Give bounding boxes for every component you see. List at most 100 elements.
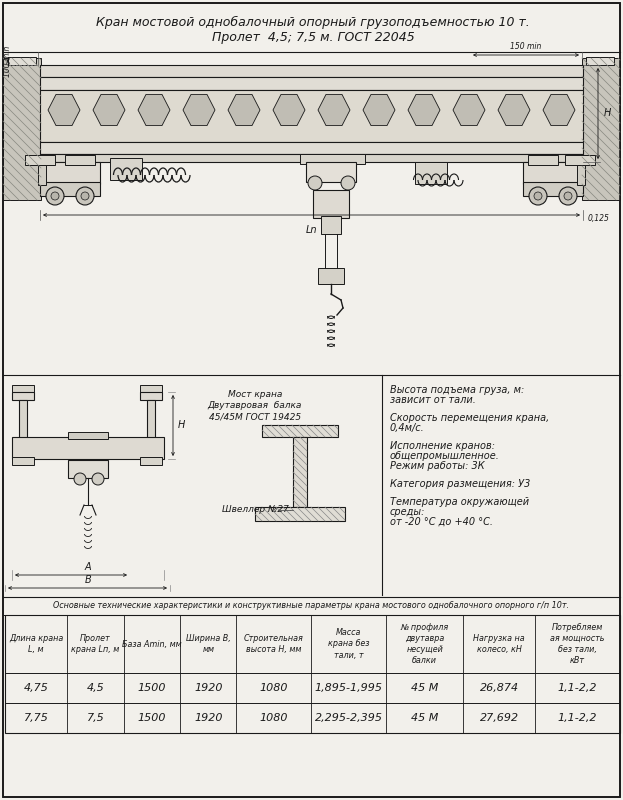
Bar	[318, 268, 344, 284]
Text: 2,295-2,395: 2,295-2,395	[315, 713, 383, 723]
Text: 1,1-2,2: 1,1-2,2	[558, 713, 597, 723]
Text: № профиля
двутавра
несущей
балки: № профиля двутавра несущей балки	[401, 623, 449, 665]
Bar	[40, 90, 583, 142]
Text: 1080: 1080	[259, 683, 288, 693]
Polygon shape	[408, 94, 440, 126]
Text: зависит от тали.: зависит от тали.	[390, 395, 476, 405]
Bar	[40, 77, 583, 90]
Bar	[25, 155, 55, 165]
Text: 0,4м/с.: 0,4м/с.	[390, 423, 425, 433]
Text: среды:: среды:	[390, 507, 426, 517]
Text: Строительная
высота H, мм: Строительная высота H, мм	[244, 634, 303, 654]
Bar	[300, 154, 365, 164]
Bar	[38, 165, 46, 185]
Text: Нагрузка на
колесо, кН: Нагрузка на колесо, кН	[473, 634, 525, 654]
Bar	[293, 437, 307, 507]
Bar	[19, 400, 27, 438]
Bar	[528, 155, 558, 165]
Bar	[313, 190, 349, 218]
Text: 0,125: 0,125	[588, 214, 610, 222]
Bar	[140, 385, 162, 392]
Text: 4,75: 4,75	[24, 683, 49, 693]
Circle shape	[51, 192, 59, 200]
Circle shape	[341, 176, 355, 190]
Text: Температура окружающей: Температура окружающей	[390, 497, 529, 507]
Bar	[415, 162, 447, 184]
Bar	[12, 392, 34, 400]
Bar	[3, 58, 41, 200]
Text: Длина крана
L, м: Длина крана L, м	[9, 634, 64, 654]
Polygon shape	[228, 94, 260, 126]
Text: Основные технические характеристики и конструктивные параметры крана мостового о: Основные технические характеристики и ко…	[53, 602, 569, 610]
Text: Исполнение кранов:: Исполнение кранов:	[390, 441, 495, 451]
Circle shape	[534, 192, 542, 200]
Bar	[586, 57, 614, 65]
Text: 1,895-1,995: 1,895-1,995	[315, 683, 383, 693]
Text: 100 min: 100 min	[3, 46, 12, 77]
Bar	[68, 432, 108, 439]
Bar	[5, 615, 620, 733]
Text: 45 М: 45 М	[411, 683, 439, 693]
Text: A: A	[85, 562, 92, 572]
Text: Высота подъема груза, м:: Высота подъема груза, м:	[390, 385, 524, 395]
Bar	[255, 507, 345, 521]
Text: Пролет
крана Lп, м: Пролет крана Lп, м	[72, 634, 120, 654]
Bar	[306, 162, 356, 182]
Text: Режим работы: 3К: Режим работы: 3К	[390, 461, 485, 471]
Polygon shape	[498, 94, 530, 126]
Bar	[12, 385, 34, 392]
Text: 1,1-2,2: 1,1-2,2	[558, 683, 597, 693]
Text: от -20 °С до +40 °С.: от -20 °С до +40 °С.	[390, 517, 493, 527]
Text: 7,75: 7,75	[24, 713, 49, 723]
Bar	[147, 400, 155, 438]
Polygon shape	[138, 94, 170, 126]
Text: 26,874: 26,874	[480, 683, 518, 693]
Text: 45/45М ГОСТ 19425: 45/45М ГОСТ 19425	[209, 412, 301, 421]
Circle shape	[308, 176, 322, 190]
Text: H: H	[178, 420, 186, 430]
Bar	[40, 65, 583, 77]
Bar	[523, 182, 583, 196]
Text: Двутавровая  балка: Двутавровая балка	[208, 401, 302, 410]
Text: Швеллер №27: Швеллер №27	[222, 506, 288, 514]
Text: Мост крана: Мост крана	[228, 390, 282, 399]
Polygon shape	[48, 94, 80, 126]
Text: 1920: 1920	[194, 713, 222, 723]
Text: B: B	[85, 575, 92, 585]
Text: 27,692: 27,692	[480, 713, 518, 723]
Bar	[582, 58, 620, 200]
Text: База Amin, мм: База Amin, мм	[122, 639, 182, 649]
Bar	[68, 460, 108, 478]
Text: Категория размещения: У3: Категория размещения: У3	[390, 479, 530, 489]
Text: 45 М: 45 М	[411, 713, 439, 723]
Polygon shape	[318, 94, 350, 126]
Circle shape	[76, 187, 94, 205]
Bar	[321, 216, 341, 234]
Bar	[140, 392, 162, 400]
Text: 1080: 1080	[259, 713, 288, 723]
Bar	[40, 154, 583, 162]
Circle shape	[564, 192, 572, 200]
Text: 150 min: 150 min	[510, 42, 541, 51]
Circle shape	[559, 187, 577, 205]
Circle shape	[92, 473, 104, 485]
Bar	[40, 162, 100, 184]
Bar	[40, 182, 100, 196]
Polygon shape	[363, 94, 395, 126]
Bar	[565, 155, 595, 165]
Bar	[262, 425, 338, 437]
Circle shape	[46, 187, 64, 205]
Text: 1500: 1500	[138, 713, 166, 723]
Text: Масса
крана без
тали, т: Масса крана без тали, т	[328, 629, 369, 659]
Text: 7,5: 7,5	[87, 713, 105, 723]
Text: Ln: Ln	[305, 225, 316, 235]
Bar	[577, 165, 585, 185]
Text: 1920: 1920	[194, 683, 222, 693]
Text: Ширина B,
мм: Ширина B, мм	[186, 634, 231, 654]
Text: Скорость перемещения крана,: Скорость перемещения крана,	[390, 413, 549, 423]
Text: Пролет  4,5; 7,5 м. ГОСТ 22045: Пролет 4,5; 7,5 м. ГОСТ 22045	[212, 31, 414, 45]
Bar	[110, 158, 142, 180]
Text: H: H	[604, 108, 611, 118]
Bar	[65, 155, 95, 165]
Polygon shape	[93, 94, 125, 126]
